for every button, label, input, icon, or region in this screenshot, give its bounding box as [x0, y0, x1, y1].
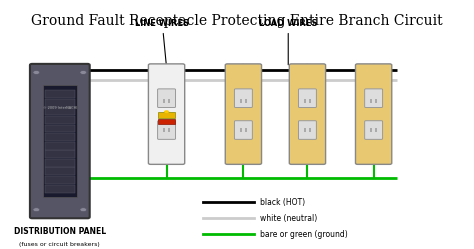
Bar [45, 176, 75, 184]
FancyBboxPatch shape [225, 64, 262, 164]
Circle shape [33, 70, 40, 74]
Bar [45, 159, 75, 167]
FancyBboxPatch shape [365, 121, 383, 139]
FancyBboxPatch shape [235, 89, 252, 108]
Bar [375, 99, 377, 103]
Text: black (HOT): black (HOT) [261, 198, 306, 207]
Bar [163, 99, 165, 103]
Bar [45, 90, 75, 98]
Bar [45, 133, 75, 141]
Bar [45, 168, 75, 175]
Bar [45, 116, 75, 124]
Bar [45, 142, 75, 150]
FancyBboxPatch shape [157, 89, 175, 108]
Text: bare or green (ground): bare or green (ground) [261, 230, 348, 239]
Bar [245, 99, 247, 103]
FancyBboxPatch shape [299, 121, 317, 139]
Bar [168, 99, 170, 103]
Bar [158, 119, 175, 124]
Text: LOAD WIRES: LOAD WIRES [259, 19, 318, 65]
Bar [239, 99, 242, 103]
Bar [309, 128, 311, 132]
Text: Ground Fault Receptacle Protecting Entire Branch Circuit: Ground Fault Receptacle Protecting Entir… [31, 14, 443, 28]
FancyBboxPatch shape [289, 64, 326, 164]
Bar [309, 99, 311, 103]
FancyBboxPatch shape [299, 89, 317, 108]
Text: DISTRIBUTION PANEL: DISTRIBUTION PANEL [14, 227, 106, 236]
FancyBboxPatch shape [30, 64, 90, 218]
FancyBboxPatch shape [365, 89, 383, 108]
FancyBboxPatch shape [157, 121, 175, 139]
Bar [158, 112, 175, 118]
Bar [45, 107, 75, 115]
Bar [375, 128, 377, 132]
Bar [163, 128, 165, 132]
Bar [45, 124, 75, 132]
Circle shape [80, 208, 87, 212]
FancyBboxPatch shape [356, 64, 392, 164]
Bar [168, 128, 170, 132]
Bar [245, 128, 247, 132]
Bar [45, 185, 75, 192]
Text: LINE WIRES: LINE WIRES [135, 19, 189, 65]
FancyBboxPatch shape [148, 64, 185, 164]
Bar [370, 128, 373, 132]
Bar [304, 128, 306, 132]
Text: (fuses or circuit breakers): (fuses or circuit breakers) [19, 242, 100, 247]
Bar [239, 128, 242, 132]
FancyBboxPatch shape [235, 121, 252, 139]
Bar [370, 99, 373, 103]
Circle shape [33, 208, 40, 212]
Text: white (neutral): white (neutral) [261, 214, 318, 223]
Bar [43, 85, 77, 197]
Circle shape [164, 110, 169, 113]
Text: © 2009 InterNACHI: © 2009 InterNACHI [43, 106, 77, 110]
Bar [304, 99, 306, 103]
Bar [45, 99, 75, 107]
Bar [45, 150, 75, 158]
Circle shape [80, 70, 87, 74]
